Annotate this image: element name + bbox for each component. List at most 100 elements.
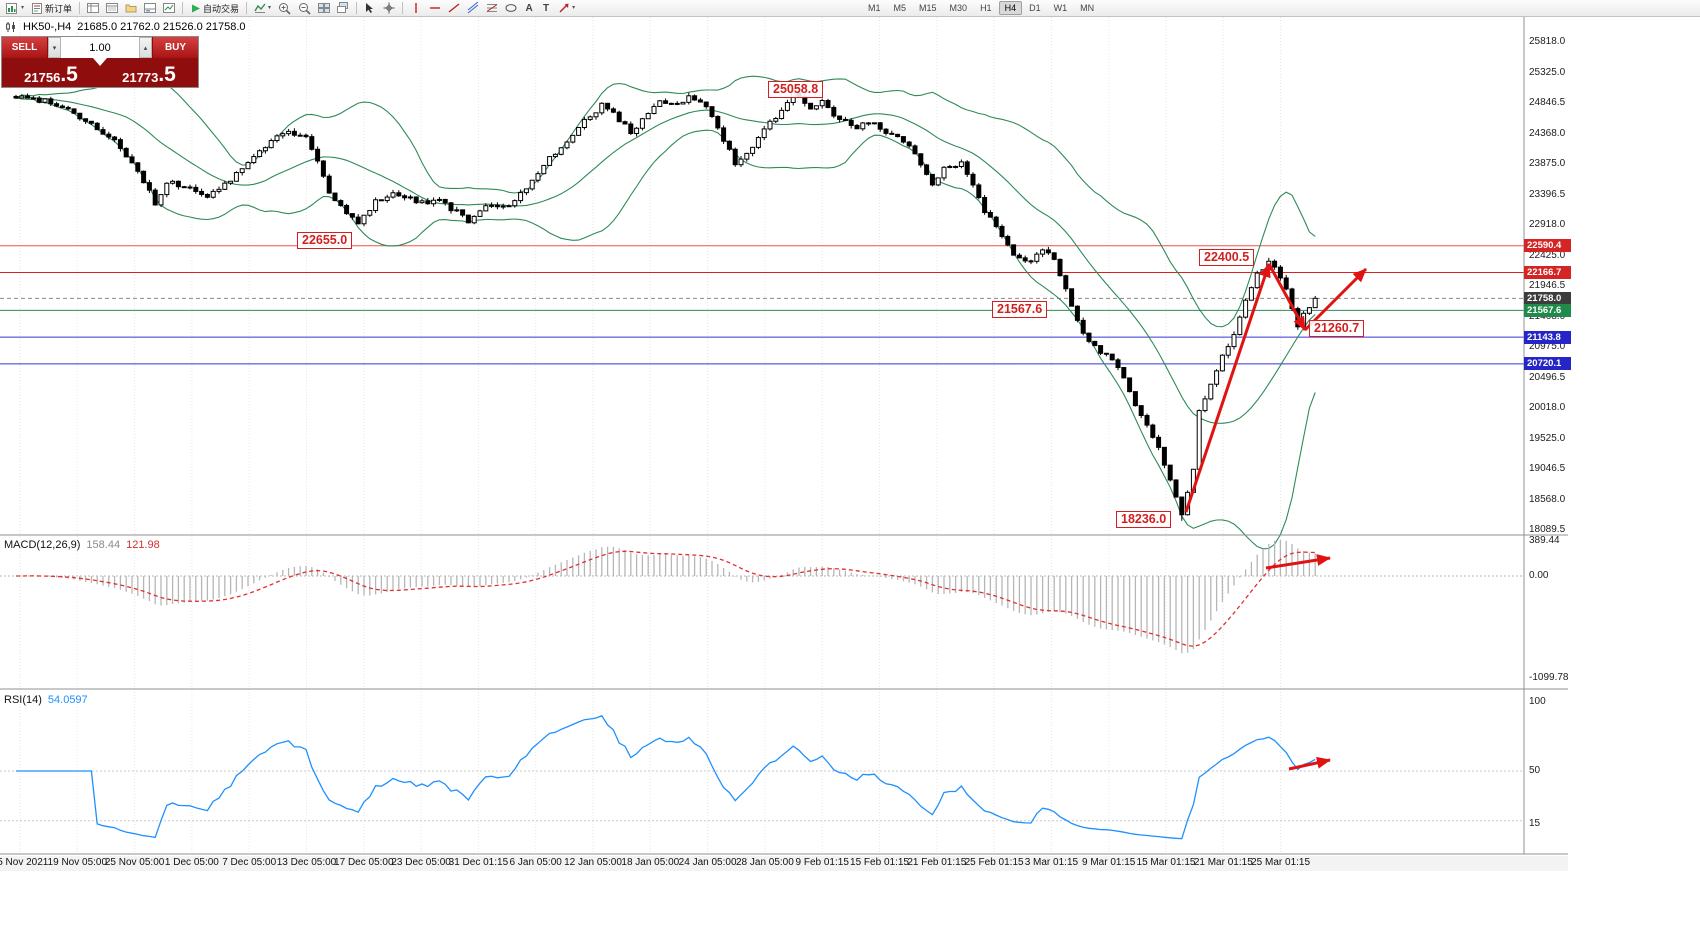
volume-decrease-button[interactable]: ▾ (48, 37, 61, 58)
zoom-out-button[interactable] (295, 1, 314, 16)
timeframe-h1[interactable]: H1 (980, 3, 992, 13)
channel-tool-button[interactable] (464, 1, 482, 16)
arrows-tool-button[interactable]: ▾ (555, 1, 578, 16)
grid (19, 17, 1282, 854)
price-axis-tick: 23396.5 (1529, 188, 1566, 200)
vertical-line-tool-button[interactable] (407, 1, 425, 16)
trendline-tool-button[interactable] (445, 1, 463, 16)
dropdown-caret-icon: ▾ (268, 5, 272, 11)
timeframe-d1[interactable]: D1 (1029, 3, 1041, 13)
timeframe-w1[interactable]: W1 (1053, 3, 1068, 13)
time-axis-label: 24 Jan 05:00 (678, 857, 737, 868)
timeframe-group: M1 M5 M15 M30 H1 H4 D1 W1 MN (862, 1, 1100, 15)
time-axis-label: 31 Dec 01:15 (448, 857, 509, 868)
cascade-windows-button[interactable] (334, 1, 352, 16)
volume-increase-button[interactable]: ▴ (139, 37, 152, 58)
strategy-tester-icon (163, 3, 176, 13)
ellipse-tool-button[interactable] (502, 1, 520, 16)
buy-price-display[interactable]: 21773 .5 (100, 58, 198, 87)
price-annotation[interactable]: 21260.7 (1309, 320, 1365, 337)
tile-windows-button[interactable] (315, 1, 333, 16)
trend-arrow[interactable] (1184, 263, 1271, 513)
navigator-button[interactable] (122, 1, 140, 16)
cursor-tool-button[interactable] (361, 1, 379, 16)
fibonacci-tool-button[interactable] (483, 1, 501, 16)
cascade-windows-icon (337, 2, 349, 13)
macd-name: MACD(12,26,9) (4, 539, 81, 551)
time-axis-label: 15 Nov 2021 (0, 857, 49, 868)
timeframe-m30[interactable]: M30 (949, 3, 968, 13)
time-axis-label: 25 Nov 05:00 (104, 857, 165, 868)
indicators-icon (254, 3, 266, 13)
tile-windows-icon (318, 3, 331, 13)
macd-signal-line (16, 550, 1316, 647)
timeframe-h4[interactable]: H4 (998, 1, 1023, 15)
data-window-icon (106, 3, 119, 13)
horizontal-line-tool-button[interactable] (426, 1, 444, 16)
down-triangle-icon: ▾ (52, 44, 57, 52)
up-triangle-icon: ▴ (143, 44, 148, 52)
macd-scale-bottom: -1099.78 (1529, 672, 1569, 683)
data-window-button[interactable] (103, 1, 121, 16)
candlestick-chart-icon (6, 22, 15, 32)
market-watch-button[interactable] (84, 1, 102, 16)
terminal-button[interactable] (141, 1, 159, 16)
indicators-button[interactable]: ▾ (251, 1, 274, 16)
rsi-panel[interactable] (0, 715, 1524, 840)
price-annotation[interactable]: 25058.8 (768, 81, 824, 98)
trend-arrow[interactable] (1288, 756, 1331, 771)
price-annotation[interactable]: 22655.0 (297, 232, 353, 249)
text-tool-button[interactable]: A (521, 1, 537, 16)
auto-trading-button[interactable]: 自动交易 (187, 1, 242, 16)
bollinger-lower (15, 97, 1316, 550)
price-axis-tick: 22425.0 (1529, 249, 1566, 261)
price-axis-tick: 20018.0 (1529, 402, 1566, 413)
sell-price-display[interactable]: 21756 .5 (2, 58, 100, 87)
price-annotation[interactable]: 18236.0 (1116, 511, 1172, 528)
new-order-label: 新订单 (45, 3, 73, 14)
play-icon (192, 4, 201, 12)
buy-price-fraction: .5 (158, 63, 176, 87)
timeframe-m5[interactable]: M5 (893, 3, 907, 13)
ohlc-values: 21685.0 21762.0 21526.0 21758.0 (77, 21, 246, 33)
timeframe-m1[interactable]: M1 (868, 3, 881, 13)
volume-input[interactable] (61, 37, 139, 58)
price-axis-tick: 19525.0 (1529, 432, 1566, 444)
new-chart-button[interactable]: ▾ (3, 1, 27, 16)
price-axis-tick: 20975.0 (1529, 341, 1566, 352)
macd-panel[interactable] (0, 540, 1524, 654)
time-axis-label: 9 Feb 01:15 (795, 857, 849, 868)
navigator-icon (125, 4, 137, 13)
label-tool-button[interactable]: T (538, 1, 554, 16)
price-axis-tick: 19046.5 (1529, 463, 1566, 474)
price-axis-tick: 20496.5 (1529, 371, 1566, 383)
strategy-tester-button[interactable] (160, 1, 178, 16)
sell-button[interactable]: SELL (2, 37, 48, 58)
trend-arrows[interactable] (1184, 263, 1368, 771)
trend-arrow[interactable] (1265, 554, 1331, 570)
new-order-button[interactable]: 新订单 (28, 1, 75, 16)
price-tag-21758.0: 21758.0 (1524, 291, 1571, 305)
price-axis[interactable]: 25818.0 25325.0 24846.5 24368.0 23875.0 23396… (1524, 17, 1588, 855)
price-annotation[interactable]: 21567.6 (992, 301, 1048, 318)
timeframe-m15[interactable]: M15 (919, 3, 937, 13)
zoom-in-button[interactable] (275, 1, 294, 16)
price-axis-tick: 22918.0 (1529, 219, 1566, 230)
toolbar-separator (402, 2, 404, 14)
trendline-icon (448, 3, 460, 13)
price-tag-20720.1: 20720.1 (1524, 357, 1571, 371)
main-chart-panel[interactable] (0, 75, 1524, 550)
trend-arrow[interactable] (1267, 263, 1307, 331)
trend-arrow[interactable] (1303, 267, 1368, 332)
price-annotation[interactable]: 22400.5 (1199, 249, 1255, 266)
timeframe-mn[interactable]: MN (1080, 3, 1095, 13)
macd-signal-value: 121.98 (126, 539, 160, 551)
bollinger-middle (15, 96, 1316, 424)
buy-button[interactable]: BUY (152, 37, 198, 58)
crosshair-tool-button[interactable] (380, 1, 398, 16)
sell-price-main: 21756 (24, 70, 61, 85)
auto-trading-label: 自动交易 (203, 3, 240, 14)
time-axis-label: 9 Mar 01:15 (1082, 857, 1136, 868)
